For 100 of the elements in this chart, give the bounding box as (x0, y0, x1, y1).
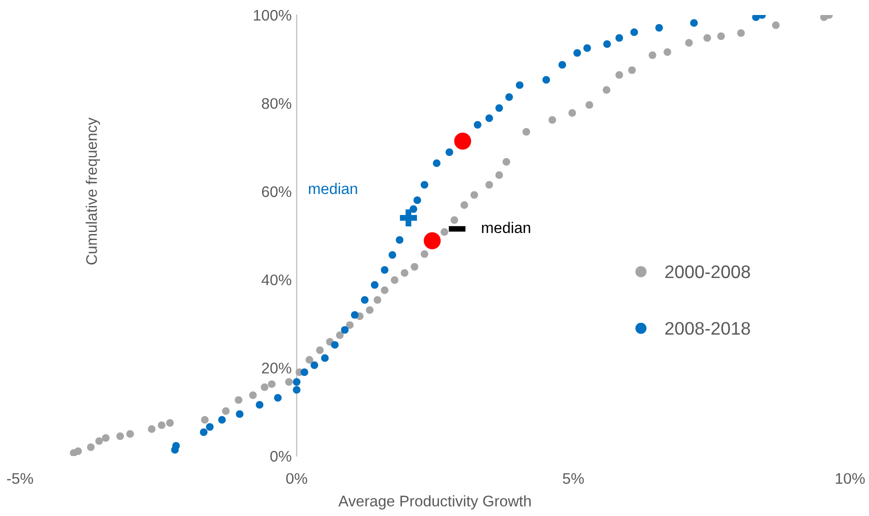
point (126, 430, 134, 438)
legend-label: 2008-2018 (665, 322, 750, 335)
point (615, 71, 624, 79)
x-tick-label: 5% (562, 473, 584, 484)
point (390, 276, 398, 284)
point (274, 394, 282, 402)
point (321, 354, 329, 362)
point (573, 49, 582, 57)
point (460, 201, 468, 209)
point (583, 44, 591, 52)
point (148, 425, 156, 433)
point (234, 396, 242, 404)
point (432, 159, 440, 167)
point (474, 121, 482, 129)
point (360, 296, 369, 304)
point (370, 281, 378, 289)
y-axis-title: Cumulative frequency (86, 118, 100, 264)
point (331, 341, 339, 349)
point (95, 437, 103, 445)
point (772, 21, 780, 29)
point (420, 250, 428, 258)
point (300, 368, 308, 376)
point (522, 128, 530, 136)
point (717, 32, 725, 40)
point (505, 93, 513, 101)
point (200, 428, 208, 436)
y-tick-label: 20% (262, 362, 292, 374)
point (350, 311, 359, 319)
point (542, 76, 550, 84)
point (222, 407, 230, 415)
point (292, 386, 300, 394)
point (690, 19, 698, 27)
point (310, 361, 318, 369)
point (495, 171, 503, 179)
point (380, 286, 388, 294)
point (615, 34, 624, 42)
point (400, 209, 417, 226)
point (454, 132, 472, 150)
point (218, 416, 226, 424)
point (206, 423, 214, 431)
point (685, 38, 693, 47)
x-tick-label: -5% (7, 473, 34, 484)
point (446, 148, 454, 156)
point (602, 86, 610, 94)
point (586, 101, 594, 109)
point (737, 29, 745, 37)
point (260, 383, 268, 392)
x-tick-label: 10% (836, 473, 865, 484)
point (166, 419, 174, 427)
point (366, 306, 374, 314)
point (450, 216, 458, 224)
point (116, 432, 124, 440)
point (420, 180, 428, 189)
point (485, 114, 494, 122)
y-tick-label: 60% (262, 186, 292, 198)
point (102, 434, 110, 442)
point (336, 331, 344, 339)
point (268, 380, 276, 388)
point (292, 378, 300, 386)
point (249, 391, 257, 399)
point (201, 416, 209, 424)
point (388, 251, 396, 259)
point (374, 296, 382, 304)
point (380, 266, 388, 274)
point (285, 378, 293, 386)
point (655, 24, 663, 32)
point (558, 61, 566, 69)
point (603, 40, 611, 48)
point (568, 109, 576, 117)
legend-label: 2000-2008 (665, 265, 750, 278)
x-tick-label: 0% (286, 473, 308, 484)
point (87, 443, 95, 451)
point (752, 15, 760, 22)
point (664, 48, 672, 56)
point (316, 346, 324, 354)
point (495, 104, 503, 112)
point (400, 269, 408, 277)
annotation: median (482, 222, 530, 234)
point (396, 236, 404, 244)
point (410, 263, 418, 271)
point (424, 232, 441, 250)
point (703, 34, 712, 42)
point (440, 228, 448, 236)
y-tick-label: 40% (262, 274, 292, 286)
y-tick-label: 0% (270, 450, 292, 462)
point (485, 180, 494, 189)
point (470, 191, 478, 199)
point (346, 321, 354, 329)
point (630, 28, 638, 36)
point (516, 81, 524, 89)
point (502, 158, 510, 166)
point (172, 442, 180, 450)
annotation: median (308, 182, 358, 194)
point (628, 66, 636, 74)
point (236, 410, 244, 418)
y-tick-label: 100% (254, 10, 292, 21)
point (341, 326, 349, 334)
point (548, 116, 556, 124)
y-tick-label: 80% (262, 98, 292, 109)
point (158, 421, 166, 429)
